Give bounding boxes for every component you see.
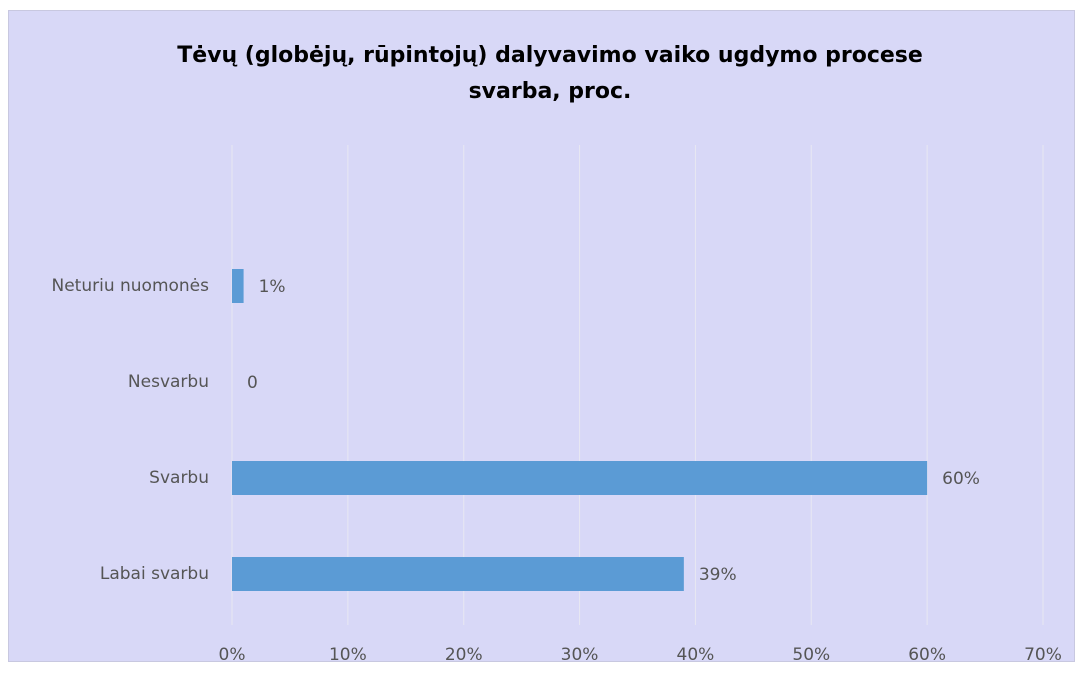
y-tick-label: Svarbu bbox=[149, 468, 209, 488]
x-tick-label: 60% bbox=[908, 645, 946, 665]
chart-area bbox=[8, 10, 1075, 662]
y-tick-label: Nesvarbu bbox=[128, 372, 209, 392]
y-tick-label: Labai svarbu bbox=[100, 564, 209, 584]
value-label: 39% bbox=[699, 565, 737, 585]
x-tick-label: 30% bbox=[561, 645, 599, 665]
bar bbox=[232, 269, 244, 303]
x-tick-label: 10% bbox=[329, 645, 367, 665]
value-label: 60% bbox=[942, 469, 980, 489]
y-tick-label: Neturiu nuomonės bbox=[51, 276, 209, 296]
x-tick-label: 70% bbox=[1024, 645, 1062, 665]
bar bbox=[232, 461, 928, 495]
value-label: 1% bbox=[259, 277, 286, 297]
x-tick-label: 20% bbox=[445, 645, 483, 665]
x-tick-label: 0% bbox=[219, 645, 246, 665]
chart-title: Tėvų (globėjų, rūpintojų) dalyvavimo vai… bbox=[177, 43, 923, 104]
x-tick-label: 50% bbox=[792, 645, 830, 665]
value-label: 0 bbox=[247, 373, 258, 393]
x-tick-label: 40% bbox=[677, 645, 715, 665]
bar bbox=[232, 557, 684, 591]
